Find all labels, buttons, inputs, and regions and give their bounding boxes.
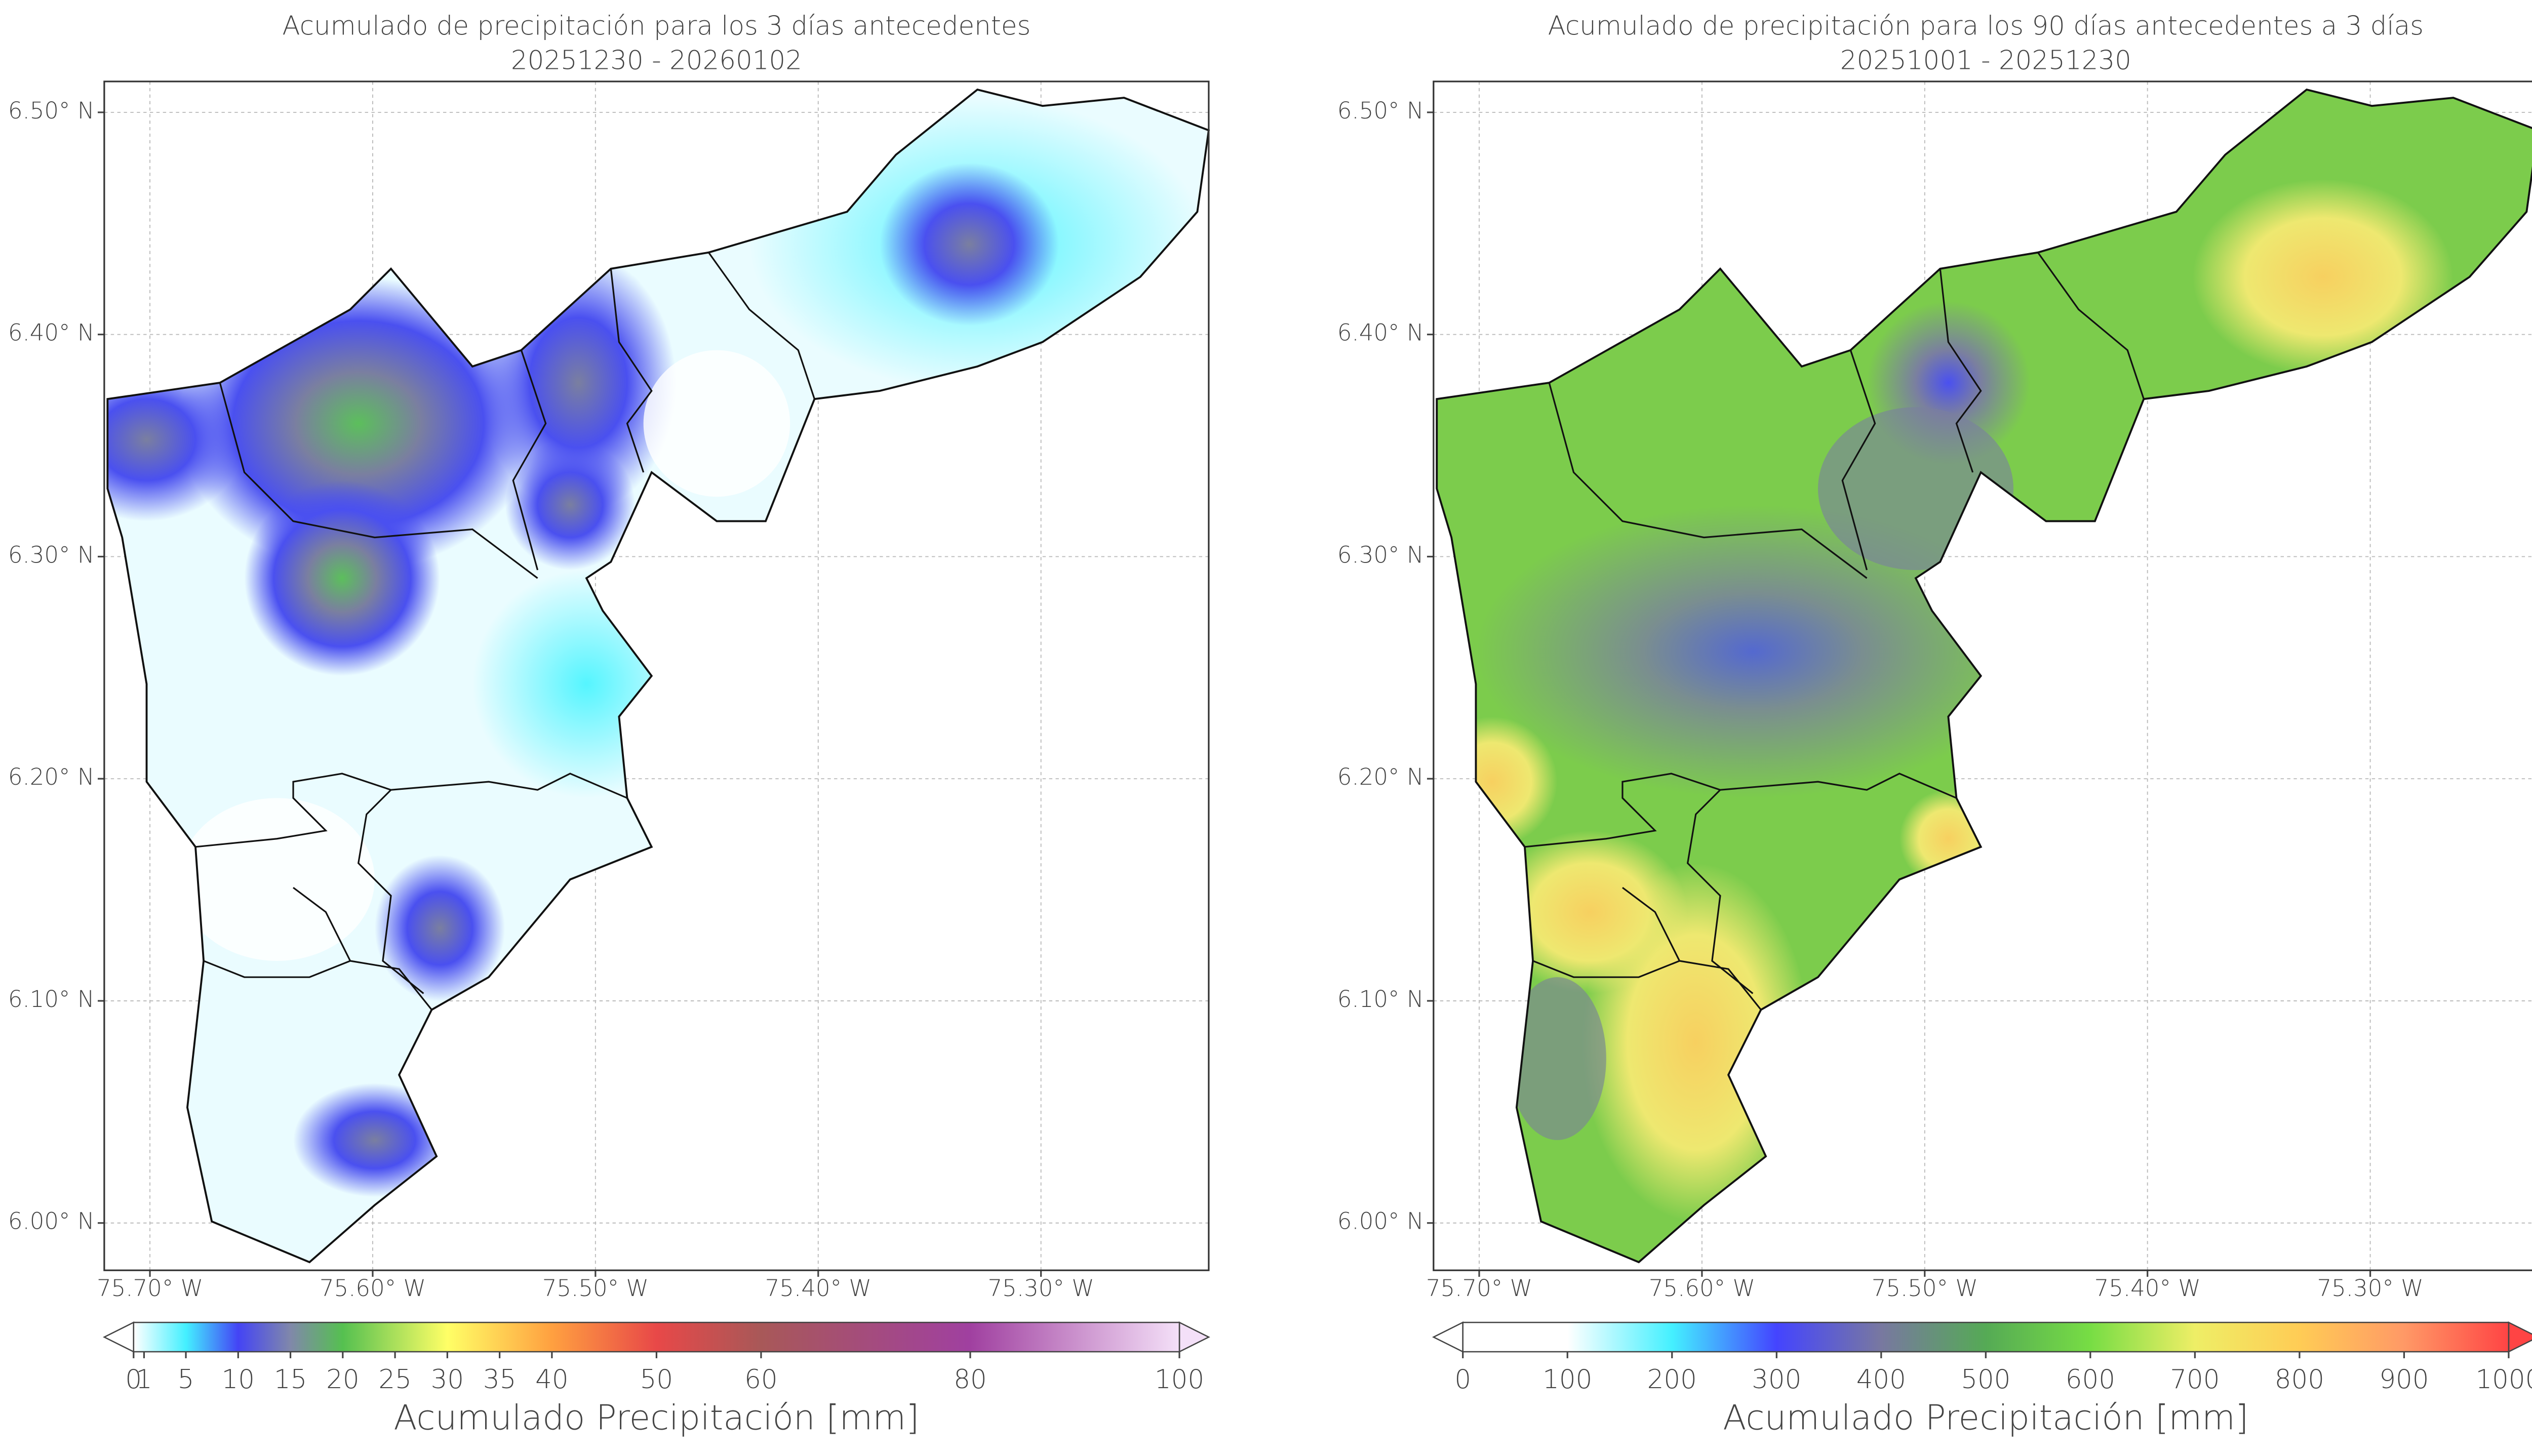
y-tick-label: 6.00° N (1337, 1208, 1424, 1235)
map-title: Acumulado de precipitación para los 3 dí… (282, 11, 1031, 42)
y-tick-label: 6.50° N (1337, 97, 1424, 124)
colorbar-tick-label: 25 (378, 1364, 411, 1395)
colorbar-extend-low (103, 1321, 135, 1353)
municipal-borders (195, 252, 815, 1010)
colorbar-tick-label: 0 (1454, 1364, 1471, 1395)
colorbar-tick-label: 100 (1542, 1364, 1592, 1395)
y-tick-label: 6.10° N (1337, 986, 1424, 1013)
colorbar-tick-label: 400 (1856, 1364, 1906, 1395)
map-subtitle: 20251230 - 20260102 (511, 45, 802, 75)
map-frame (103, 80, 1210, 1271)
colorbar-tick-label: 100 (1155, 1364, 1204, 1395)
x-tick-label: 75.40° W (2094, 1275, 2201, 1302)
colorbar-extend-low (1432, 1321, 1464, 1353)
map-subtitle: 20251001 - 20251230 (1840, 45, 2131, 75)
colorbar-tick-label: 80 (954, 1364, 986, 1395)
x-tick-label: 75.40° W (765, 1275, 872, 1302)
y-tick-label: 6.50° N (8, 97, 95, 124)
colorbar-tick-label: 500 (1961, 1364, 2010, 1395)
y-tick-label: 6.20° N (8, 763, 95, 790)
colorbar-tick-label: 5 (178, 1364, 194, 1395)
colorbar (1462, 1321, 2510, 1353)
x-tick-label: 75.30° W (988, 1275, 1094, 1302)
colorbar-tick-label: 800 (2275, 1364, 2324, 1395)
colorbar-tick-label: 10 (222, 1364, 255, 1395)
precip-field (1437, 90, 2532, 1263)
colorbar-tick-label: 0 (125, 1364, 142, 1395)
colorbar-extend-high (2508, 1321, 2532, 1353)
colorbar-tick-label: 35 (483, 1364, 516, 1395)
colorbar-extend-high (1178, 1321, 1210, 1353)
precip-field (107, 90, 1209, 1263)
municipal-borders (1524, 252, 2145, 1010)
y-tick-label: 6.30° N (8, 541, 95, 568)
map-panel: 75.70° W 75.60° W 75.50° W 75.40° W 75.30° W… (1337, 11, 2532, 1438)
map-panel: 75.70° W 75.60° W 75.50° W 75.40° W 75.30° W… (8, 11, 1210, 1438)
colorbar-tick-label: 900 (2379, 1364, 2429, 1395)
colorbar-label: Acumulado Precipitación [mm] (393, 1398, 919, 1438)
x-tick-label: 75.70° W (1426, 1275, 1532, 1302)
x-tick-label: 75.70° W (97, 1275, 203, 1302)
colorbar-tick-label: 15 (274, 1364, 307, 1395)
x-tick-label: 75.60° W (320, 1275, 426, 1302)
x-tick-label: 75.30° W (2317, 1275, 2423, 1302)
colorbar-label: Acumulado Precipitación [mm] (1723, 1398, 2248, 1438)
x-tick-label: 75.60° W (1649, 1275, 1755, 1302)
colorbar-tick-label: 50 (640, 1364, 673, 1395)
colorbar-tick-label: 30 (431, 1364, 464, 1395)
y-tick-label: 6.30° N (1337, 541, 1424, 568)
y-tick-label: 6.40° N (1337, 319, 1424, 346)
x-tick-label: 75.50° W (1872, 1275, 1978, 1302)
x-tick-label: 75.50° W (542, 1275, 649, 1302)
colorbar (133, 1321, 1180, 1353)
y-tick-label: 6.40° N (8, 319, 95, 346)
y-tick-label: 6.10° N (8, 986, 95, 1013)
map-frame (1433, 80, 2532, 1271)
colorbar-tick-label: 20 (326, 1364, 359, 1395)
colorbar-tick-label: 700 (2170, 1364, 2220, 1395)
colorbar-tick-label: 60 (744, 1364, 777, 1395)
y-tick-label: 6.00° N (8, 1208, 95, 1235)
colorbar-tick-label: 40 (535, 1364, 568, 1395)
colorbar-tick-label: 200 (1647, 1364, 1697, 1395)
colorbar-tick-label: 600 (2066, 1364, 2115, 1395)
y-tick-label: 6.20° N (1337, 763, 1424, 790)
colorbar-tick-label: 1000 (2475, 1364, 2532, 1395)
colorbar-tick-label: 1 (136, 1364, 152, 1395)
map-title: Acumulado de precipitación para los 90 d… (1548, 11, 2424, 42)
colorbar-tick-label: 300 (1752, 1364, 1801, 1395)
